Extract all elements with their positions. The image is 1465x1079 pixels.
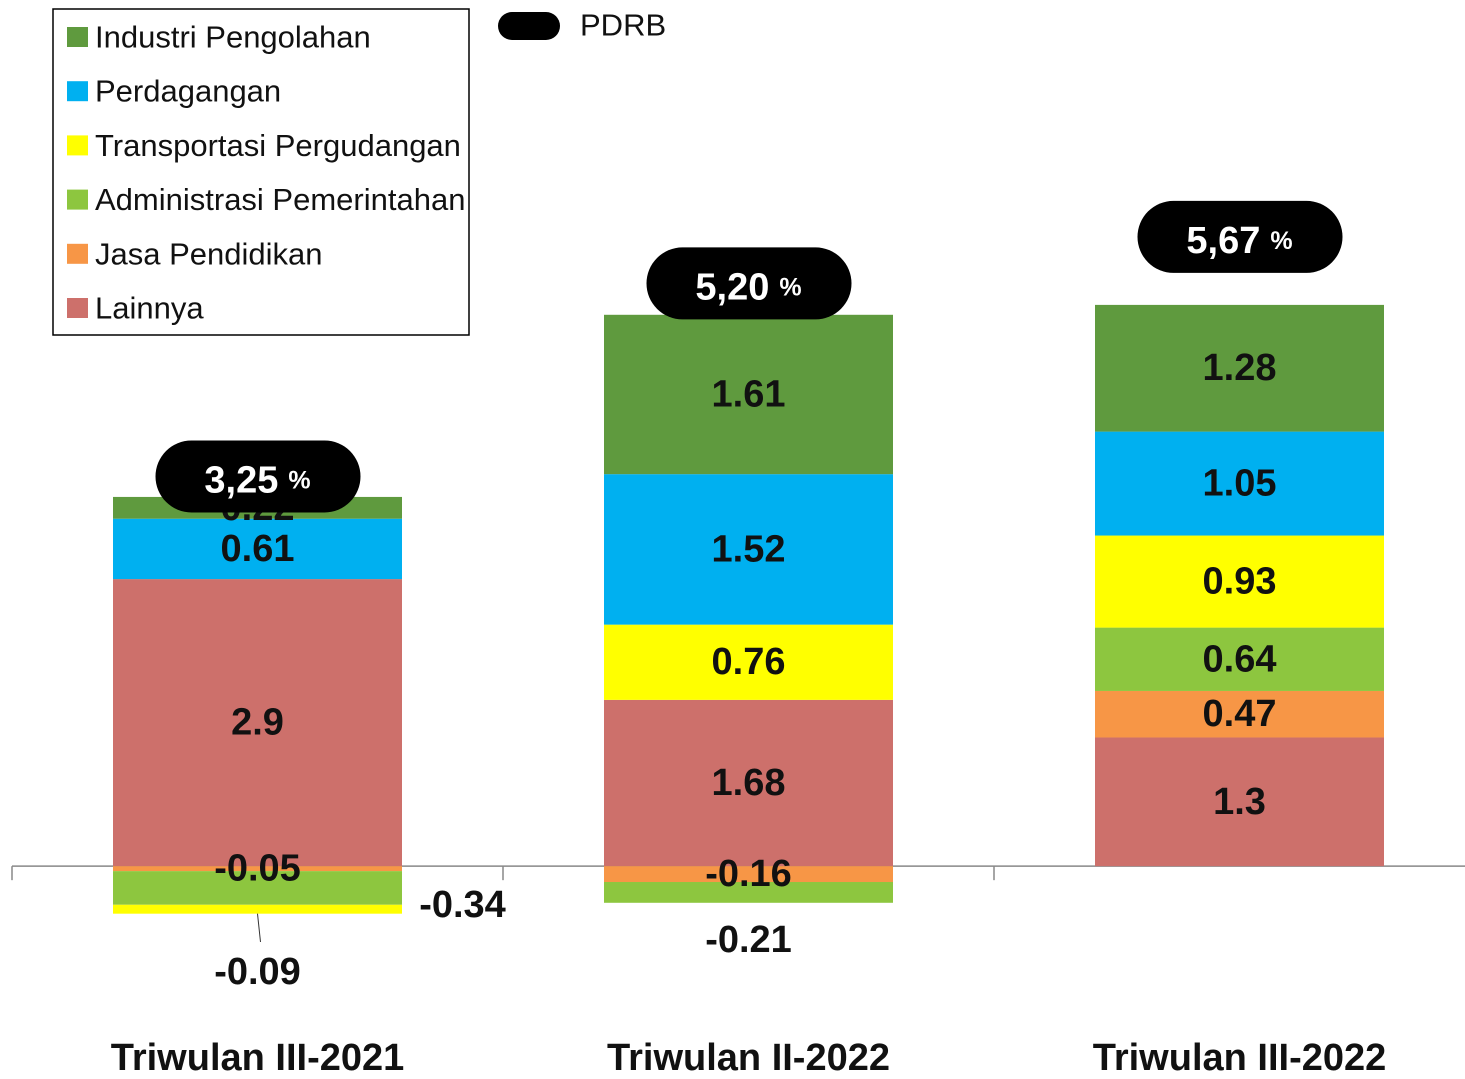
total-value: 5,20	[695, 266, 769, 308]
data-label: -0.05	[214, 848, 301, 890]
bar-segment	[604, 866, 893, 883]
bar-segment	[113, 871, 402, 905]
data-label: 1.05	[1203, 463, 1277, 505]
legend-label: Perdagangan	[95, 74, 281, 109]
bar-segment	[604, 624, 893, 700]
total-value: 5,67	[1186, 220, 1260, 262]
legend-swatch	[67, 81, 88, 102]
bar-segment	[604, 474, 893, 625]
legend-swatch	[67, 298, 88, 318]
legend-label: PDRB	[580, 8, 666, 43]
x-tick-label: Triwulan II-2022	[607, 1037, 890, 1079]
data-label: -0.16	[705, 853, 792, 895]
bar-segment	[1095, 535, 1384, 628]
leader-line	[257, 913, 261, 943]
bar-segment	[604, 314, 893, 475]
data-label: 0.64	[1203, 638, 1277, 680]
legend-swatch	[67, 243, 88, 264]
total-value: 3,25	[204, 459, 278, 501]
total-badge	[1137, 200, 1343, 273]
legend-label: Administrasi Pemerintahan	[95, 182, 465, 217]
data-label: 1.68	[712, 762, 786, 804]
bar-segment	[1095, 690, 1384, 738]
total-label: 5,67%	[1186, 220, 1292, 262]
bar-segment	[1095, 304, 1384, 432]
bar-segment	[1095, 431, 1384, 536]
data-label: 1.28	[1203, 347, 1277, 389]
bar-segment	[1095, 737, 1384, 867]
total-badge	[646, 247, 852, 320]
legend-label: Industri Pengolahan	[95, 20, 371, 55]
total-label: 3,25%	[204, 459, 310, 501]
data-label: -0.21	[705, 919, 792, 961]
legend-swatch	[67, 189, 88, 210]
x-tick-label: Triwulan III-2022	[1093, 1037, 1387, 1079]
legend-label: Jasa Pendidikan	[95, 236, 323, 271]
legend-swatch	[67, 27, 88, 47]
data-label: -0.09	[214, 951, 301, 993]
legend-swatch	[498, 12, 560, 40]
bar-segment	[113, 904, 402, 914]
bar-segment	[113, 866, 402, 872]
data-label: 1.3	[1213, 781, 1266, 823]
data-label: 0.61	[221, 528, 295, 570]
bar-segment	[1095, 627, 1384, 691]
total-badge	[155, 440, 361, 513]
data-label: 2.9	[231, 702, 284, 744]
total-unit: %	[779, 273, 801, 301]
data-label: 0.76	[712, 641, 786, 683]
bar-segment	[604, 699, 893, 867]
total-unit: %	[288, 466, 310, 494]
total-unit: %	[1270, 227, 1292, 255]
bar-segment	[113, 518, 402, 580]
data-label: 0.93	[1203, 561, 1277, 603]
total-label: 5,20%	[695, 266, 801, 308]
x-tick-label: Triwulan III-2021	[111, 1037, 405, 1079]
bar-segment	[604, 882, 893, 903]
data-label: 1.52	[712, 528, 786, 570]
legend-label: Transportasi Pergudangan	[95, 128, 461, 163]
legend-label: Lainnya	[95, 291, 204, 326]
data-label: -0.34	[419, 884, 506, 926]
legend-box	[52, 8, 470, 336]
bar-segment	[113, 579, 402, 867]
data-label: 0.47	[1203, 693, 1277, 735]
data-label: 1.61	[712, 373, 786, 415]
legend-swatch	[67, 135, 88, 156]
bars	[113, 304, 1384, 914]
